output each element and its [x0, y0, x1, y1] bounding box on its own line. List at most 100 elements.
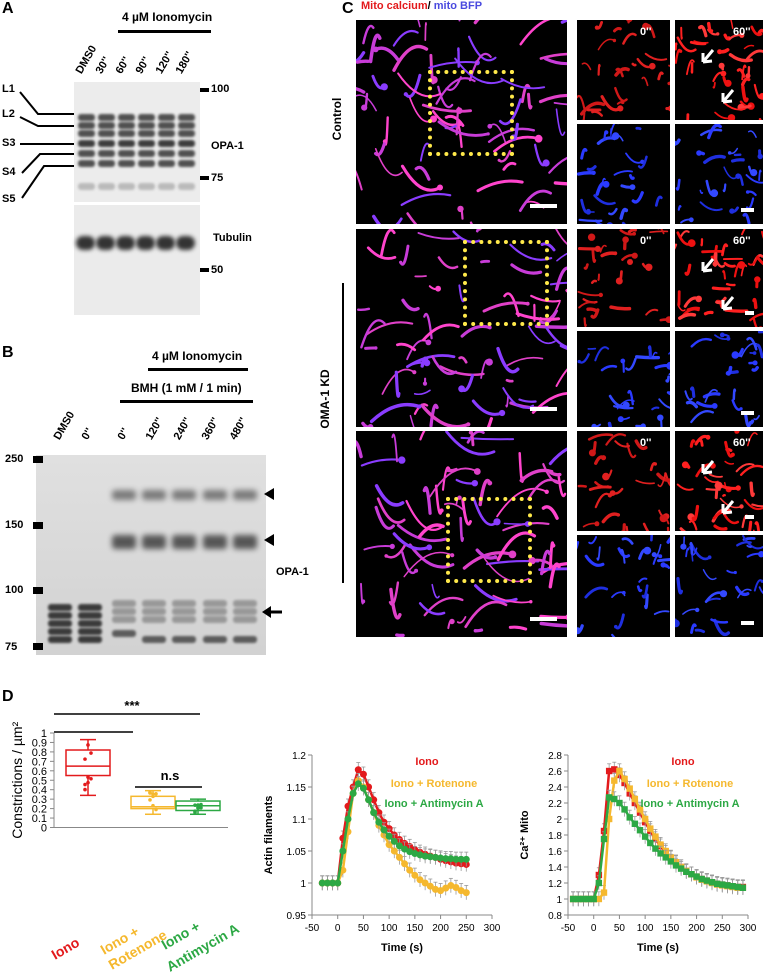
data-point	[421, 852, 429, 860]
band-label-s5: S5	[2, 193, 16, 205]
data-point	[390, 847, 398, 855]
arrow-left-icon	[262, 606, 271, 618]
lane-label: 120''	[153, 49, 176, 76]
opa1-band-low	[203, 636, 227, 643]
mito-bfp-zoom	[577, 124, 670, 224]
opa1-band	[78, 130, 95, 137]
data-point	[83, 782, 87, 787]
panel-d-label: D	[2, 688, 14, 705]
data-point	[380, 826, 388, 834]
mitochondria-zoom-image	[675, 229, 763, 327]
data-point	[662, 854, 669, 861]
y-tick-label: 2	[556, 815, 562, 826]
scale-bar	[745, 515, 754, 519]
mitochondria-zoom-image	[684, 331, 763, 427]
opa1-band-low	[112, 630, 136, 637]
y-tick-label: 0.7	[32, 756, 47, 768]
legend-entry: Iono	[671, 756, 694, 768]
opa1-band-low	[142, 636, 166, 643]
scale-bar	[741, 208, 754, 212]
arrowhead-icon	[264, 488, 274, 500]
data-point	[442, 855, 450, 863]
opa1-band-faint	[142, 616, 166, 623]
marker-50-tick	[200, 268, 209, 272]
data-point	[719, 881, 726, 888]
data-point	[89, 751, 93, 755]
x-tick-label: 250	[714, 923, 731, 934]
scale-bar	[741, 621, 754, 625]
opa1-band	[178, 114, 195, 121]
opa1-band	[158, 114, 175, 121]
panel-a-tubulin-blot	[74, 205, 200, 315]
arrowhead-icon	[264, 534, 274, 546]
data-point	[411, 871, 419, 879]
marker-250-tick	[33, 456, 43, 463]
opa1-band	[158, 183, 175, 190]
y-tick-label: 0.2	[32, 804, 47, 816]
scale-bar	[745, 311, 754, 315]
data-point	[621, 806, 628, 813]
x-tick-label: 200	[432, 923, 449, 934]
data-point	[590, 895, 597, 903]
actin-line-chart: 0.95 1 1.05 1.1 1.15 1.2 -50 0 50 100 150 200 250 300…	[263, 751, 501, 954]
data-point	[580, 895, 587, 903]
marker-100-tick	[200, 88, 209, 92]
data-point	[600, 889, 608, 896]
opa1-band-faint	[172, 600, 196, 607]
mito-calcium-zoom: 0''	[577, 20, 670, 120]
x-tick-label: 0	[591, 923, 597, 934]
marker-50-label: 50	[211, 264, 224, 276]
opa1-label-b: OPA-1	[276, 566, 309, 578]
mito-calcium-zoom: 60''	[675, 20, 763, 120]
y-axis-label: Actin filaments	[263, 796, 275, 875]
y-tick-label: 0.4	[32, 785, 47, 797]
mitochondria-zoom-image	[675, 20, 763, 120]
data-point	[151, 803, 155, 808]
data-point	[600, 835, 608, 843]
data-point	[83, 757, 87, 761]
opa1-band	[98, 183, 115, 190]
oligomer-band-high	[112, 490, 136, 500]
data-point	[426, 853, 434, 861]
x-tick-label: 50	[358, 923, 370, 934]
mito-bfp-zoom	[675, 331, 763, 427]
panel-b-blot	[36, 455, 266, 655]
opa1-band-faint	[233, 600, 257, 607]
data-point	[380, 818, 388, 826]
data-point	[359, 784, 367, 792]
opa1-band-faint	[172, 608, 196, 615]
y-tick-label: 0	[41, 823, 47, 835]
opa1-band	[78, 150, 95, 157]
panel-b-label: B	[2, 344, 14, 361]
opa1-band	[158, 150, 175, 157]
data-point	[86, 775, 90, 779]
y-tick-label: 2.2	[548, 799, 562, 810]
data-point	[154, 792, 158, 796]
opa1-band	[138, 114, 155, 121]
opa1-band	[158, 140, 175, 147]
panel-b-crosslinker-line	[120, 400, 253, 403]
opa1-band-faint	[172, 616, 196, 623]
data-point	[605, 767, 613, 775]
y-tick-label: 0.8	[548, 911, 562, 922]
y-tick-label: 0.6	[32, 766, 47, 778]
opa1-band	[138, 183, 155, 190]
data-point	[575, 895, 582, 903]
data-point	[595, 895, 603, 903]
oligomer-arrowheads	[262, 488, 282, 618]
opa1-band	[118, 122, 135, 129]
oligomer-band-high	[233, 490, 257, 500]
oligomer-band-mid	[142, 535, 166, 549]
mitochondria-zoom-image	[577, 124, 663, 224]
legend-entry: Iono + Antimycin A	[640, 798, 739, 810]
data-point	[329, 879, 337, 887]
lane-label: 360''	[199, 415, 222, 442]
y-tick-label: 1.1	[292, 815, 306, 826]
oligomer-band-high	[172, 490, 196, 500]
y-tick-label: 2.6	[548, 767, 562, 778]
zoom-region-box	[463, 240, 549, 326]
data-point	[688, 871, 695, 878]
data-point	[462, 889, 470, 897]
mito-calcium-zoom: 0''	[577, 431, 670, 531]
data-point	[421, 879, 429, 887]
